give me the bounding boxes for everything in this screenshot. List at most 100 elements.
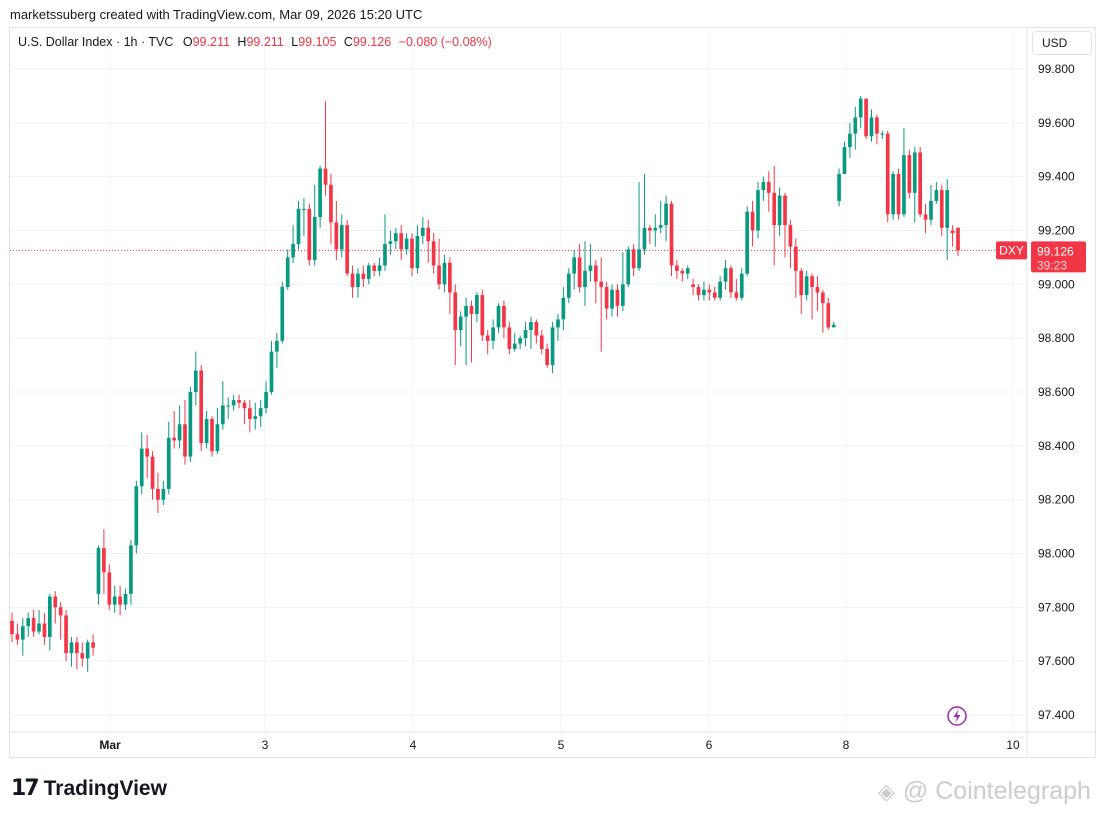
candle-body (226, 405, 231, 407)
candle-body (848, 133, 852, 148)
candle (826, 297, 831, 331)
candle (907, 149, 912, 199)
candle (626, 246, 631, 288)
candle (799, 268, 804, 314)
candle-body (631, 249, 636, 269)
x-tick-label: 6 (706, 738, 713, 752)
candle (593, 260, 598, 304)
tradingview-logo-text: TradingView (43, 776, 167, 800)
candle (842, 141, 847, 174)
lightning-icon[interactable] (947, 706, 967, 726)
candle-body (420, 227, 425, 236)
candle (323, 101, 328, 196)
candle (848, 122, 852, 158)
candle (777, 187, 782, 236)
candle (102, 529, 106, 594)
candle-body (750, 211, 755, 231)
candle-body (280, 287, 285, 341)
candle (642, 173, 647, 255)
y-tick-label: 99.600 (1038, 116, 1075, 130)
candle-body (404, 238, 409, 250)
candle-body (285, 257, 290, 288)
candle-body (712, 292, 717, 298)
candle (891, 171, 895, 220)
candle-body (123, 593, 128, 605)
candle-body (723, 268, 728, 282)
candle (307, 203, 312, 266)
candle-body (112, 596, 117, 605)
candle-body (410, 238, 414, 269)
candle (745, 206, 750, 277)
candle (496, 303, 501, 333)
candle (215, 408, 220, 454)
candle (42, 612, 47, 646)
candle (426, 219, 431, 263)
tradingview-logo[interactable]: 17 TradingView (11, 776, 167, 801)
currency-button[interactable]: USD (1032, 31, 1092, 55)
y-tick-label: 99.800 (1038, 62, 1075, 76)
candle-body (545, 348, 550, 366)
cointelegraph-watermark: ◈ @ Cointelegraph (878, 777, 1091, 806)
candle (939, 184, 944, 236)
y-tick-label: 99.400 (1038, 170, 1075, 184)
candle-body (550, 327, 555, 366)
candle (280, 281, 285, 344)
candle-body (853, 117, 858, 134)
candle (707, 284, 712, 301)
candle-body (129, 545, 133, 594)
candle-body (96, 548, 101, 594)
x-tick-label: 4 (410, 738, 417, 752)
candle (723, 260, 728, 290)
candle (518, 335, 522, 349)
symbol-tag-text: DXY (999, 243, 1024, 257)
candle-body (458, 316, 463, 331)
watermark-text: @ Cointelegraph (902, 777, 1091, 805)
candle-body (766, 182, 771, 193)
candle (529, 316, 533, 349)
candle (691, 278, 695, 296)
candle (539, 330, 544, 355)
candle (393, 227, 398, 250)
candle (69, 636, 74, 667)
candle-body (102, 548, 106, 573)
candle-body (577, 257, 582, 288)
candle (264, 381, 268, 414)
candle (869, 109, 874, 142)
candle-body (702, 289, 706, 296)
candle-body (923, 214, 928, 220)
close-label: C (343, 35, 353, 49)
candle (404, 233, 409, 255)
candle (810, 273, 814, 320)
candle-body (539, 335, 544, 349)
chart-attribution: marketssuberg created with TradingView.c… (10, 7, 423, 22)
candle (583, 241, 587, 306)
candle (712, 287, 717, 301)
candle (339, 214, 344, 258)
symbol-legend[interactable]: U.S. Dollar Index · 1h · TVC O99.211 H99… (18, 35, 496, 49)
candle (637, 182, 641, 271)
candle-body (502, 305, 506, 328)
candle-body (777, 195, 782, 226)
candle-body (929, 200, 933, 220)
candle-body (739, 273, 744, 298)
candle-body (53, 596, 58, 608)
candle (453, 284, 458, 366)
candle (356, 268, 360, 298)
candle-body (658, 225, 663, 228)
candle (566, 268, 571, 304)
candle (183, 400, 187, 465)
candle (258, 400, 263, 427)
candle (458, 311, 463, 347)
candle (918, 147, 922, 218)
candle-body (669, 203, 674, 266)
candle-body (685, 268, 690, 274)
candle (718, 276, 722, 301)
candle-body (150, 456, 155, 489)
candle (739, 268, 744, 301)
symbol-name[interactable]: U.S. Dollar Index · 1h · TVC (18, 35, 174, 49)
candle (577, 243, 582, 293)
candle-body (896, 173, 901, 215)
candle-body (756, 190, 760, 231)
candle-body (350, 273, 355, 288)
